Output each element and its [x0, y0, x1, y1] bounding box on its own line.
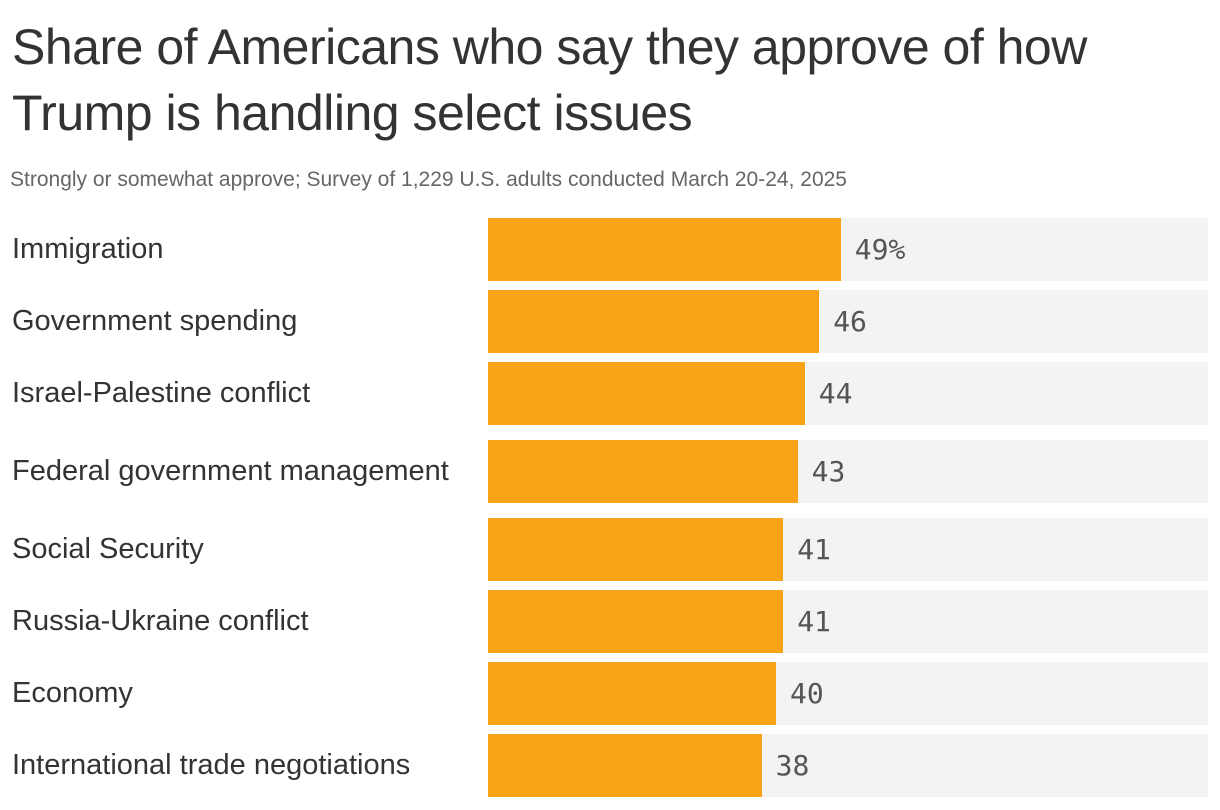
bar-track: 49% — [488, 218, 1208, 281]
bar — [488, 218, 841, 281]
bar — [488, 734, 762, 797]
bar — [488, 290, 820, 353]
category-label: Immigration — [12, 233, 164, 265]
bar-track: 46 — [488, 290, 1208, 353]
chart-title: Share of Americans who say they approve … — [12, 19, 1087, 141]
category-label: Federal government management — [12, 455, 449, 487]
category-label: Social Security — [12, 533, 204, 565]
value-label: 49% — [854, 233, 906, 266]
value-label: 46 — [833, 305, 867, 338]
value-label: 41 — [797, 605, 831, 638]
bar-track: 43 — [488, 440, 1208, 503]
bar-track: 44 — [488, 362, 1208, 425]
value-label: 43 — [811, 455, 846, 488]
bar-track: 40 — [488, 662, 1208, 725]
bar — [488, 518, 784, 581]
bar — [488, 440, 798, 503]
chart-subtitle: Strongly or somewhat approve; Survey of … — [10, 168, 847, 191]
bar-track: 38 — [488, 734, 1208, 797]
category-label: Israel-Palestine conflict — [12, 377, 311, 409]
bar — [488, 590, 784, 653]
category-label: International trade negotiations — [12, 749, 411, 781]
bar — [488, 362, 805, 425]
bar-track: 41 — [488, 590, 1208, 653]
category-label: Economy — [12, 677, 133, 709]
bar-track: 41 — [488, 518, 1208, 581]
category-label: Russia-Ukraine conflict — [12, 605, 309, 637]
value-label: 41 — [797, 533, 831, 566]
bar — [488, 662, 776, 725]
value-label: 44 — [818, 377, 853, 410]
value-label: 40 — [790, 677, 824, 710]
category-label: Government spending — [12, 305, 298, 337]
value-label: 38 — [775, 749, 810, 782]
